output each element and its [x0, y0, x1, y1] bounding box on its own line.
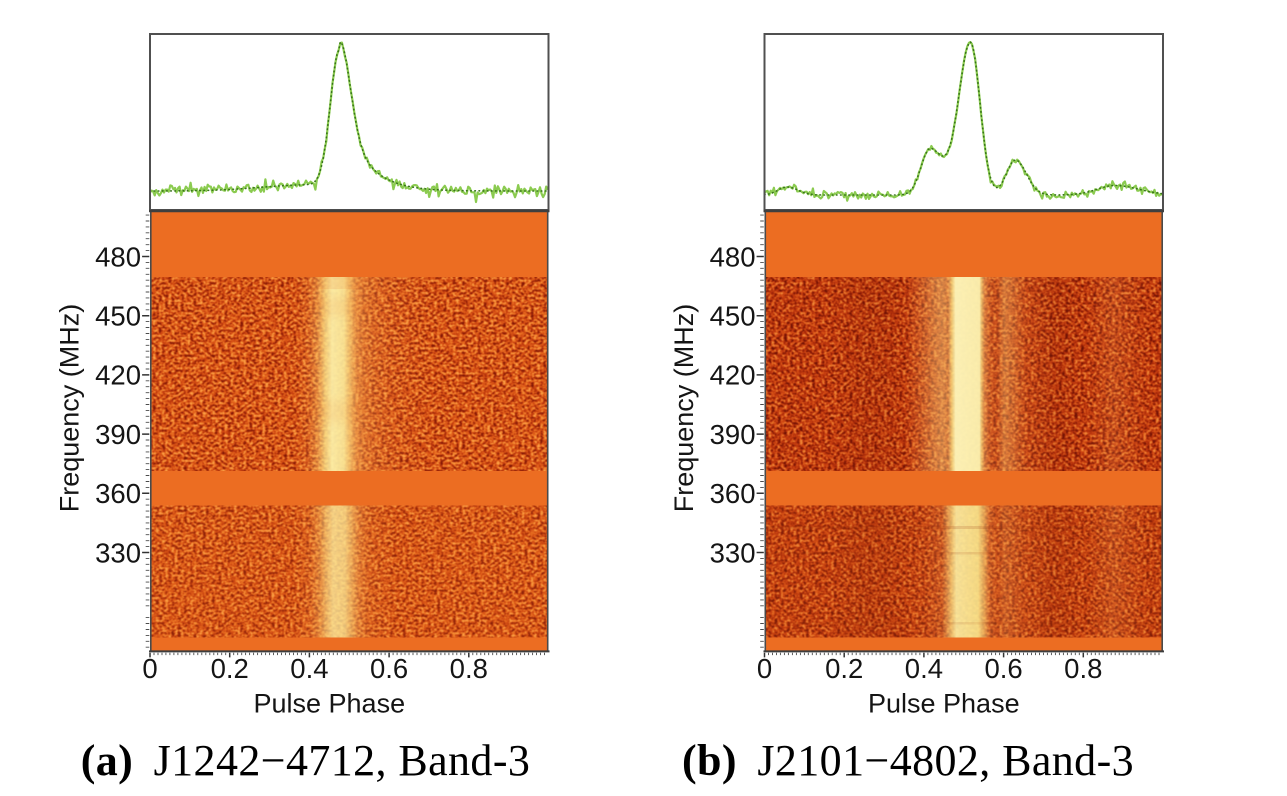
svg-text:0.6: 0.6	[984, 653, 1022, 684]
svg-text:Frequency (MHz): Frequency (MHz)	[669, 304, 699, 513]
svg-text:0.4: 0.4	[290, 653, 328, 684]
svg-text:0.4: 0.4	[905, 653, 943, 684]
svg-text:0.2: 0.2	[825, 653, 863, 684]
svg-text:360: 360	[95, 478, 141, 509]
svg-text:330: 330	[95, 537, 141, 568]
svg-text:0.6: 0.6	[370, 653, 408, 684]
svg-text:360: 360	[710, 478, 756, 509]
svg-text:Pulse Phase: Pulse Phase	[868, 689, 1020, 719]
svg-text:450: 450	[95, 301, 141, 332]
svg-text:0.8: 0.8	[1064, 653, 1102, 684]
svg-text:Frequency (MHz): Frequency (MHz)	[55, 304, 85, 513]
svg-text:0: 0	[757, 653, 772, 684]
svg-text:0.2: 0.2	[211, 653, 249, 684]
svg-text:450: 450	[710, 301, 756, 332]
svg-text:390: 390	[710, 419, 756, 450]
svg-text:390: 390	[95, 419, 141, 450]
svg-text:Pulse Phase: Pulse Phase	[253, 689, 405, 719]
svg-text:330: 330	[710, 537, 756, 568]
svg-text:420: 420	[710, 360, 756, 391]
svg-text:(a) J1242−4712, Band-3: (a) J1242−4712, Band-3	[81, 736, 531, 785]
svg-text:480: 480	[710, 241, 756, 272]
svg-text:0: 0	[142, 653, 157, 684]
svg-text:480: 480	[95, 241, 141, 272]
svg-text:(b) J2101−4802, Band-3: (b) J2101−4802, Band-3	[682, 736, 1134, 785]
svg-text:420: 420	[95, 360, 141, 391]
svg-text:0.8: 0.8	[450, 653, 488, 684]
